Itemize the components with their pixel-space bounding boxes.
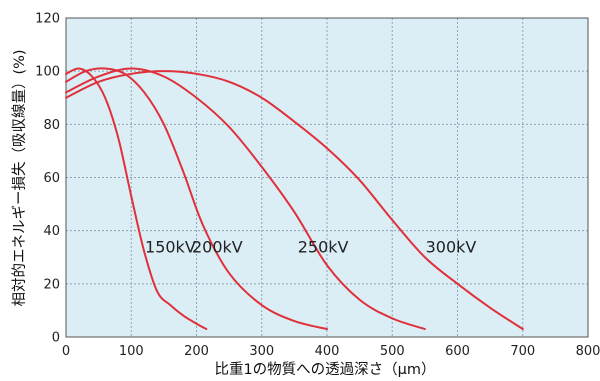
series-label-300kV: 300kV: [426, 238, 477, 257]
y-tick-label: 120: [35, 12, 60, 27]
x-tick-label: 500: [380, 344, 405, 359]
curve-150kV: [65, 67, 208, 331]
y-tick-label: 100: [35, 65, 60, 80]
y-axis-title: 相対的エネルギー損失（吸収線量）(%): [11, 49, 28, 306]
x-tick-label: 600: [445, 344, 470, 359]
x-tick-label: 700: [510, 344, 535, 359]
series-label-150kV: 150kV: [145, 238, 196, 257]
x-tick-label: 200: [184, 344, 209, 359]
y-axis-ticks: 0 20 40 60 80 100 120: [35, 12, 60, 346]
y-tick-label: 80: [43, 118, 60, 133]
curves: [65, 67, 524, 331]
x-tick-label: 400: [315, 344, 340, 359]
y-tick-label: 60: [43, 171, 60, 186]
x-tick-label: 300: [249, 344, 274, 359]
x-axis-title: 比重1の物質への透過深さ（μm）: [214, 360, 435, 378]
curve-200kV: [65, 67, 328, 331]
x-tick-label: 100: [119, 344, 144, 359]
curve-250kV: [65, 67, 426, 331]
series-label-200kV: 200kV: [192, 238, 243, 257]
curve-300kV: [65, 70, 524, 331]
plot-frame: [65, 17, 589, 338]
x-tick-label: 800: [576, 344, 600, 359]
x-axis-ticks: 0 100 200 300 400 500 600 700 800: [62, 344, 600, 359]
x-tick-label: 0: [62, 344, 70, 359]
grid: [66, 18, 588, 337]
y-tick-label: 40: [43, 224, 60, 239]
y-tick-label: 0: [52, 331, 60, 346]
y-tick-label: 20: [43, 277, 60, 292]
series-label-250kV: 250kV: [298, 238, 349, 257]
